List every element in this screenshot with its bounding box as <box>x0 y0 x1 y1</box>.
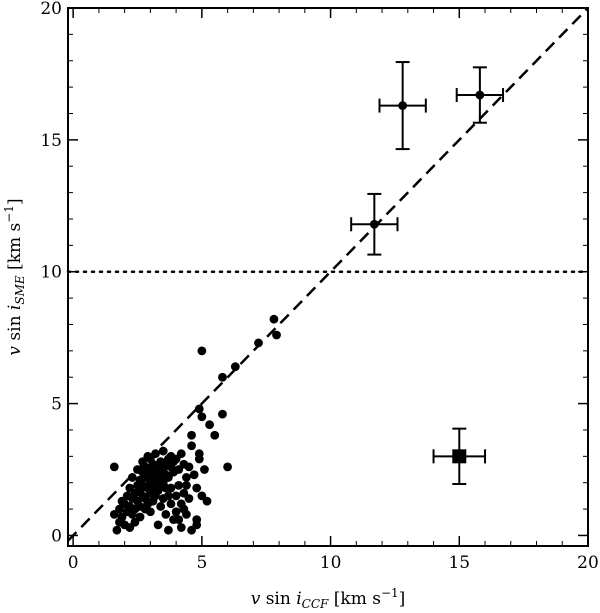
scatter-point <box>182 480 191 490</box>
scatter-point <box>158 446 168 456</box>
errorbar-point <box>378 61 427 151</box>
x-axis-label: v sin iCCF [km s−1] <box>251 586 406 611</box>
errorbar-marker <box>398 101 408 110</box>
y-label-unit: [km s <box>5 223 25 276</box>
scatter-point <box>174 480 184 490</box>
scatter-point <box>197 346 207 356</box>
scatter-point <box>192 483 202 493</box>
scatter-point <box>163 525 173 535</box>
square-marker <box>452 449 467 464</box>
y-tick-label: 15 <box>40 131 62 151</box>
scatter-point <box>230 362 240 372</box>
x-label-exp: −1 <box>381 586 399 600</box>
y-axis-label: v sin iSME [km s−1] <box>2 198 27 355</box>
scatter-point <box>254 338 263 348</box>
y-label-v: v <box>5 346 25 356</box>
scatter-point <box>156 502 166 511</box>
scatter-point <box>205 420 214 430</box>
scatter-point <box>153 520 163 530</box>
scatter-point <box>202 496 212 506</box>
scatter-point <box>184 494 194 503</box>
x-tick-label: 20 <box>577 553 599 573</box>
scatter-point <box>176 449 186 459</box>
scatter-point <box>145 507 155 517</box>
x-label-close: ] <box>399 589 406 609</box>
scatter-point <box>127 473 137 482</box>
scatter-point <box>174 515 184 525</box>
scatter-point <box>166 483 176 493</box>
y-label-i: i <box>5 305 25 310</box>
x-label-unit: [km s <box>328 589 381 609</box>
x-label-fn: sin <box>260 589 296 609</box>
scatter-point <box>135 512 145 522</box>
x-tick-label: 15 <box>448 553 470 573</box>
scatter-point <box>194 404 204 414</box>
plot-frame <box>67 7 589 547</box>
data-points <box>109 314 281 535</box>
scatter-point <box>187 430 196 440</box>
scatter-point <box>161 509 171 519</box>
scatter-point <box>163 491 173 501</box>
axis-ticks: 0 5 10 15 20 0 5 10 15 20 <box>40 0 598 573</box>
scatter-point <box>218 372 227 382</box>
scatter-point <box>200 465 209 474</box>
y-tick-label: 20 <box>40 0 62 19</box>
scatter-point <box>187 441 196 451</box>
y-label-sub: SME <box>13 275 27 305</box>
errorbar-point <box>455 66 505 124</box>
y-tick-label: 5 <box>51 395 62 415</box>
scatter-point <box>109 462 119 472</box>
scatter-point <box>176 523 186 532</box>
scatter-point <box>269 314 279 324</box>
scatter-point <box>112 525 122 535</box>
scatter-point <box>223 462 233 472</box>
square-point <box>432 427 487 486</box>
scatter-point <box>189 470 199 480</box>
scatter-point <box>171 491 181 501</box>
x-tick-label: 0 <box>68 553 79 573</box>
x-tick-label: 5 <box>196 553 207 573</box>
x-label-i: i <box>296 589 301 609</box>
scatter-point <box>166 499 176 509</box>
y-label-fn: sin <box>5 310 25 346</box>
scatter-point <box>184 462 194 472</box>
y-tick-label: 0 <box>51 526 62 546</box>
x-label-v: v <box>251 589 261 609</box>
errorbar-points <box>350 61 505 486</box>
y-label-exp: −1 <box>2 205 16 223</box>
errorbar-marker <box>369 219 379 229</box>
errorbar-point <box>350 192 399 256</box>
x-label-sub: CCF <box>302 597 329 611</box>
x-tick-label: 10 <box>320 553 342 573</box>
scatter-point <box>210 430 220 440</box>
scatter-point <box>194 449 204 459</box>
y-tick-label: 10 <box>40 263 62 283</box>
scatter-point <box>192 515 202 525</box>
scatter-point <box>197 412 207 422</box>
scatter-point <box>151 449 160 459</box>
scatter-point <box>272 330 281 340</box>
scatter-point <box>171 507 181 517</box>
y-label-close: ] <box>5 198 25 205</box>
errorbar-marker <box>475 90 485 100</box>
scatter-point <box>182 473 191 482</box>
scatter-point <box>179 504 189 514</box>
scatter-point <box>218 409 227 419</box>
